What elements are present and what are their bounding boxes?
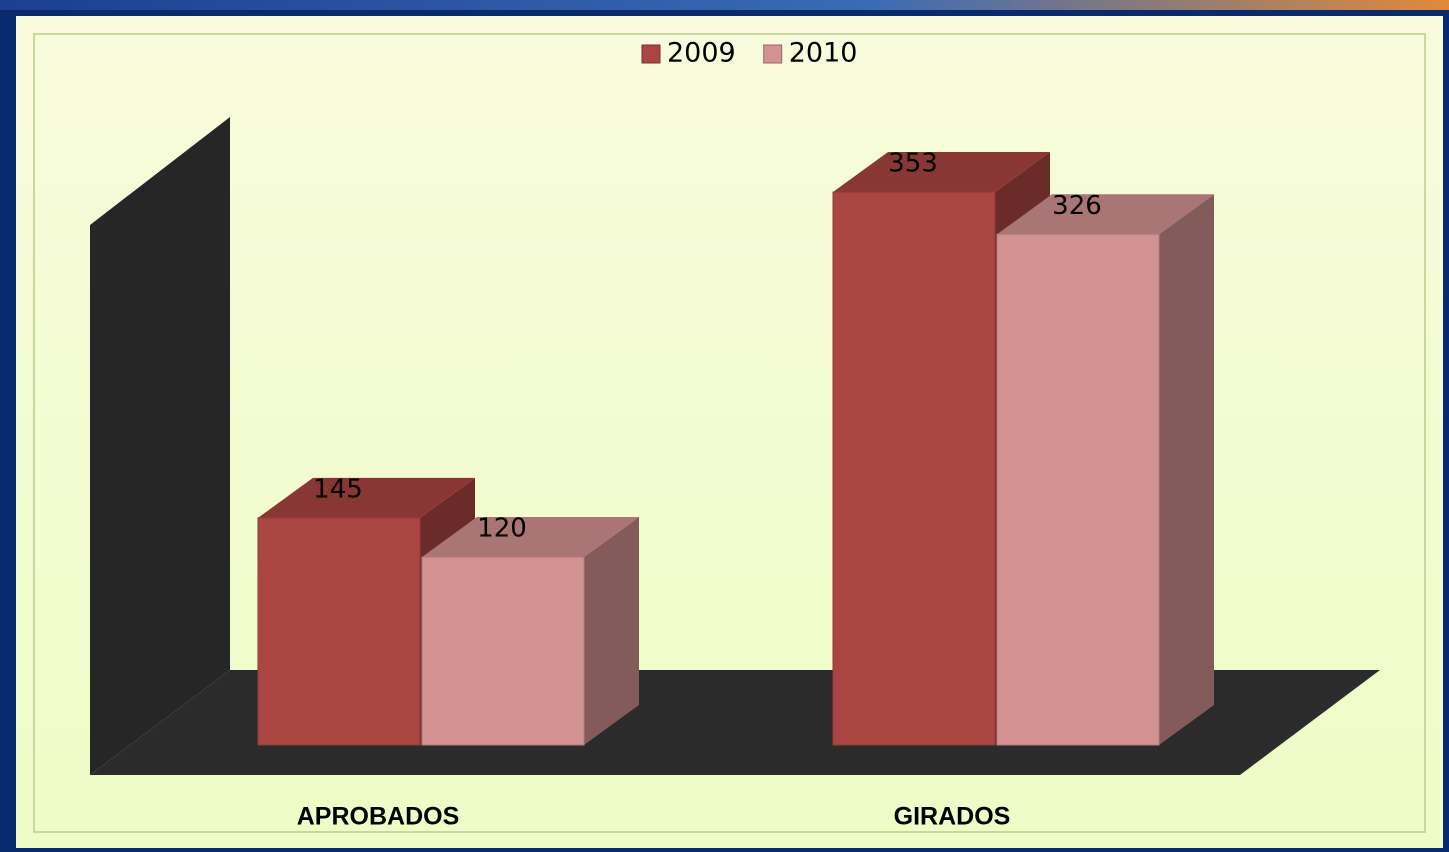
legend: 2009 2010 xyxy=(641,38,858,69)
bar-top xyxy=(258,477,475,518)
bar-top xyxy=(833,152,1050,192)
legend-swatch xyxy=(641,44,661,64)
data-label: 326 xyxy=(1052,191,1102,221)
bar xyxy=(996,194,1214,746)
legend-swatch xyxy=(763,44,783,64)
data-label: 353 xyxy=(888,149,938,179)
data-label: 120 xyxy=(477,514,527,544)
bar-side xyxy=(1159,194,1214,745)
legend-label: 2010 xyxy=(789,38,858,69)
x-tick-label: GIRADOS xyxy=(894,803,1011,831)
frame-top xyxy=(0,0,1449,10)
x-tick-label: APROBADOS xyxy=(297,803,460,831)
plot: APROBADOS 145 120 GIRADOS 353 326 xyxy=(257,149,1214,831)
bar-top xyxy=(422,517,639,558)
bar-front xyxy=(996,233,1160,746)
panel-border xyxy=(33,33,1426,833)
legend-label: 2009 xyxy=(667,38,736,69)
bar-side xyxy=(584,517,639,745)
bar-front xyxy=(257,517,421,746)
bar-top xyxy=(997,194,1214,235)
bar xyxy=(421,517,639,746)
data-label: 145 xyxy=(313,474,363,504)
bar-front xyxy=(832,191,996,746)
back-wall xyxy=(90,117,230,775)
bar-front xyxy=(421,556,585,746)
